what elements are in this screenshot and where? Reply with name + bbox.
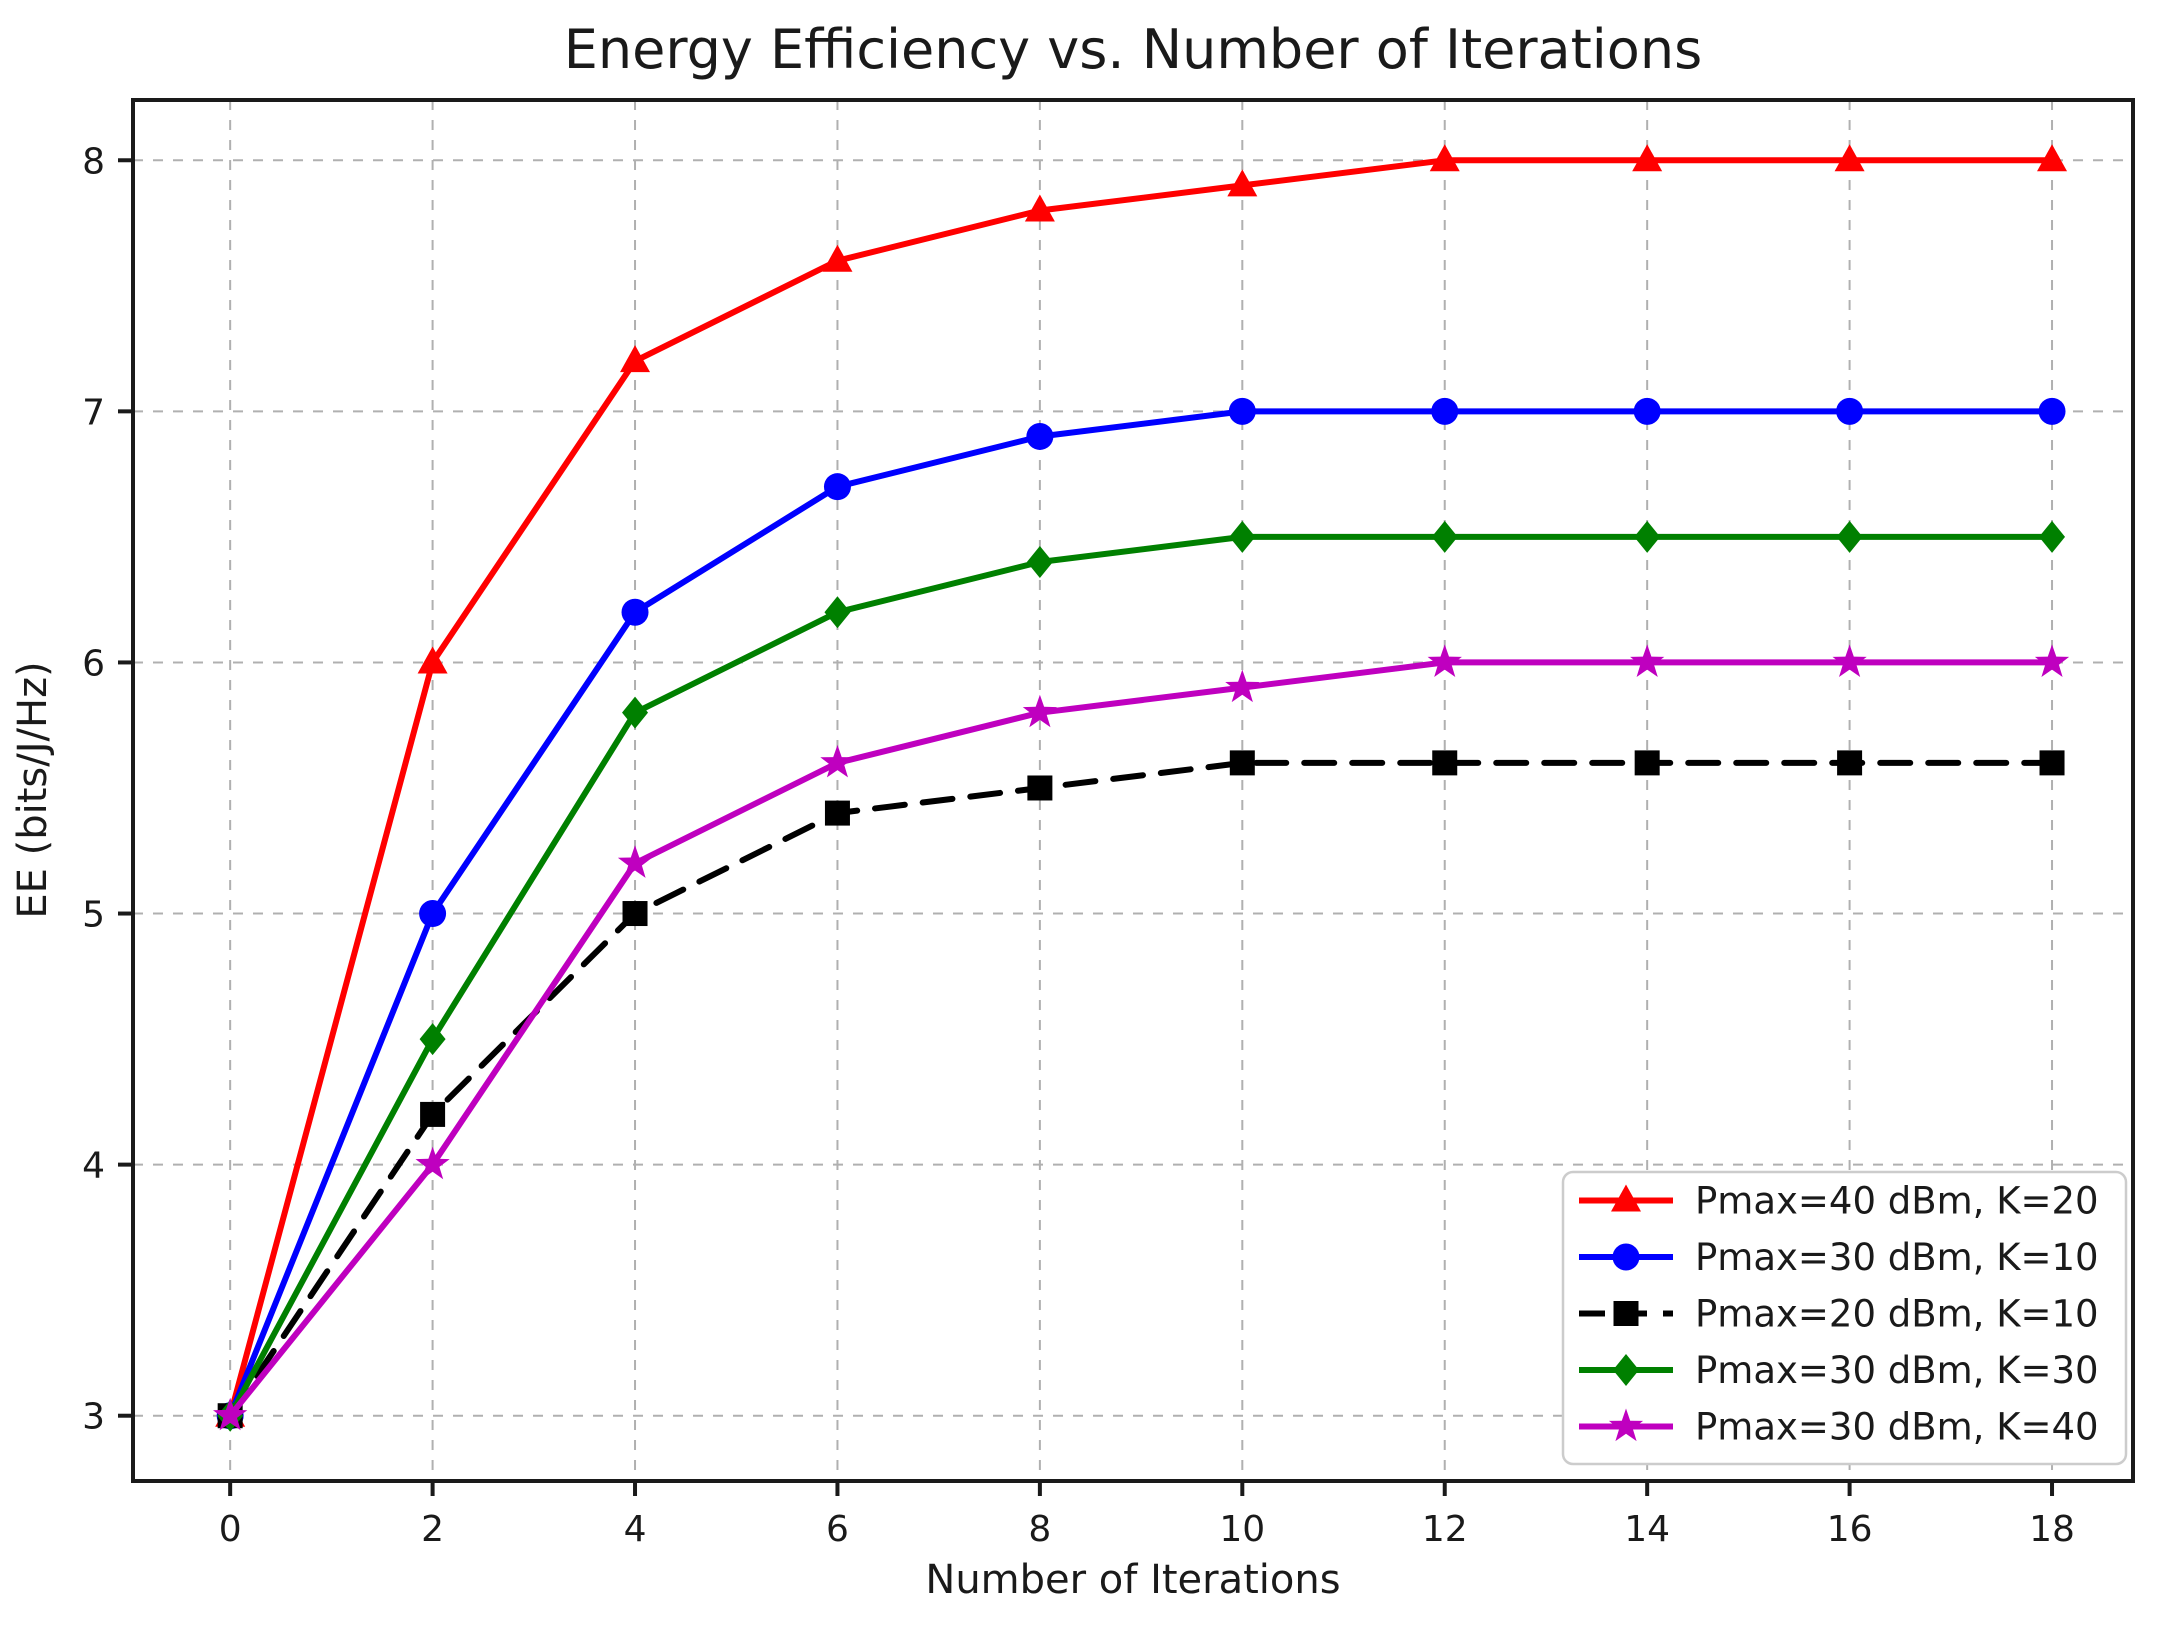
series-star — [213, 644, 2070, 1431]
data-point-diamond — [1431, 520, 1458, 553]
x-tick-label: 8 — [1028, 1509, 1051, 1550]
data-point-circle — [1612, 1243, 1640, 1271]
data-point-diamond — [622, 696, 649, 729]
data-point-square — [1613, 1301, 1639, 1326]
data-point-triangle — [1632, 144, 1663, 172]
legend-item-label: Pmax=20 dBm, K=10 — [1695, 1293, 2099, 1336]
data-point-circle — [1633, 397, 1661, 425]
data-point-circle — [1228, 397, 1256, 425]
data-point-star — [213, 1397, 248, 1431]
data-point-triangle — [2037, 144, 2068, 172]
data-point-diamond — [1634, 520, 1661, 553]
data-point-triangle — [1227, 169, 1258, 197]
data-point-circle — [823, 473, 851, 501]
y-tick-label: 3 — [82, 1397, 105, 1438]
data-point-star — [820, 744, 855, 778]
x-tick-label: 18 — [2029, 1509, 2075, 1550]
y-tick-label: 7 — [82, 392, 105, 433]
x-tick-label: 12 — [1422, 1509, 1468, 1550]
y-tick-label: 5 — [82, 895, 105, 936]
y-tick-label: 6 — [82, 643, 105, 684]
data-point-diamond — [1229, 520, 1256, 553]
data-point-diamond — [419, 1023, 446, 1056]
data-point-square — [420, 1101, 446, 1127]
data-point-star — [415, 1146, 450, 1180]
x-tick-label: 4 — [624, 1509, 647, 1550]
data-point-square — [2039, 750, 2065, 776]
axes-layer: 0 2 4 6 8 10 12 14 16 18 3 4 5 6 7 8 — [82, 98, 2135, 1550]
series-line — [227, 157, 2055, 1419]
legend-item: Pmax=40 dBm, K=20 — [1579, 1180, 2099, 1223]
legend-item: Pmax=20 dBm, K=10 — [1579, 1293, 2099, 1336]
data-point-star — [1608, 1408, 1644, 1442]
data-point-star — [2034, 644, 2070, 677]
data-point-square — [1837, 750, 1863, 776]
series-layer — [213, 144, 2070, 1432]
data-point-circle — [621, 598, 649, 626]
y-tick-label: 8 — [82, 141, 105, 182]
legend-item-label: Pmax=30 dBm, K=10 — [1695, 1236, 2099, 1279]
data-point-square — [1027, 775, 1053, 801]
data-point-star — [1427, 644, 1462, 677]
data-point-diamond — [1613, 1354, 1639, 1386]
legend-item: Pmax=30 dBm, K=40 — [1579, 1406, 2099, 1449]
legend-item-label: Pmax=40 dBm, K=20 — [1695, 1180, 2099, 1223]
legend-item-label: Pmax=30 dBm, K=40 — [1695, 1406, 2099, 1449]
legend-layer: Pmax=40 dBm, K=20 Pmax=30 dBm, K=10 Pmax=2… — [1561, 1170, 2128, 1466]
data-point-circle — [1836, 397, 1864, 425]
legend-item: Pmax=30 dBm, K=30 — [1579, 1349, 2099, 1392]
data-point-triangle — [1611, 1184, 1641, 1212]
legend-box — [1561, 1170, 2128, 1466]
data-point-square — [1229, 750, 1255, 776]
y-axis-label: EE (bits/J/Hz) — [10, 661, 56, 918]
x-axis-label: Number of Iterations — [925, 1557, 1340, 1603]
data-point-triangle — [1429, 144, 1460, 172]
data-point-square — [622, 901, 648, 927]
data-point-star — [1225, 669, 1260, 703]
data-point-star — [1832, 644, 1867, 677]
data-point-diamond — [824, 596, 851, 629]
data-point-triangle — [1834, 144, 1865, 172]
legend-item: Pmax=30 dBm, K=10 — [1579, 1236, 2099, 1279]
x-tick-label: 16 — [1827, 1509, 1873, 1550]
data-point-triangle — [620, 345, 651, 373]
series-line — [227, 533, 2055, 1419]
data-point-square — [1432, 750, 1458, 776]
data-point-circle — [1431, 397, 1459, 425]
data-point-triangle — [1024, 194, 1055, 222]
chart-title: Energy Efficiency vs. Number of Iteratio… — [564, 18, 1702, 81]
legend-item-label: Pmax=30 dBm, K=30 — [1695, 1349, 2099, 1392]
y-tick-label: 4 — [82, 1146, 105, 1187]
series-line — [227, 659, 2055, 1419]
data-point-square — [824, 800, 850, 826]
x-tick-label: 2 — [421, 1509, 444, 1550]
data-point-triangle — [417, 646, 448, 674]
data-point-star — [617, 845, 653, 878]
data-point-circle — [2038, 397, 2066, 425]
data-point-star — [1630, 644, 1665, 677]
data-point-square — [1634, 750, 1660, 776]
data-point-diamond — [1836, 520, 1863, 553]
plot-border — [131, 98, 2135, 1483]
data-point-diamond — [1026, 546, 1053, 579]
x-tick-label: 10 — [1219, 1509, 1265, 1550]
series-line — [227, 408, 2055, 1419]
x-tick-label: 6 — [826, 1509, 849, 1550]
data-point-diamond — [2039, 520, 2066, 553]
x-tick-label: 14 — [1624, 1509, 1670, 1550]
x-tick-label: 0 — [219, 1509, 242, 1550]
data-point-triangle — [822, 244, 853, 272]
data-point-circle — [419, 900, 447, 928]
data-point-star — [1022, 694, 1057, 728]
data-point-circle — [1026, 422, 1054, 450]
